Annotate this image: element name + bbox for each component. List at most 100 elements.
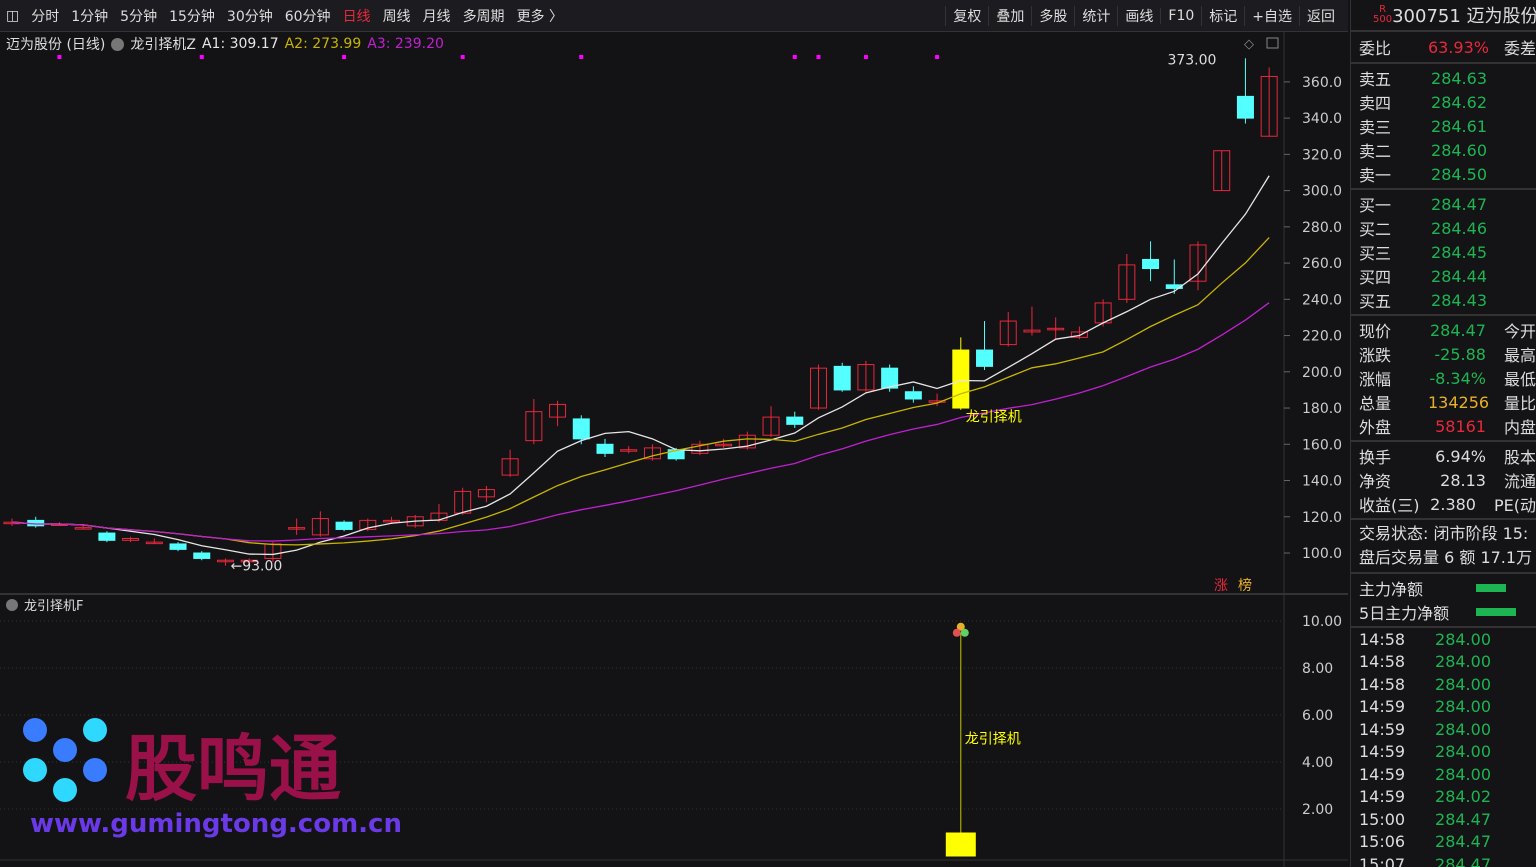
watermark-logo-dot	[23, 758, 47, 782]
candle-body	[833, 365, 851, 391]
quote2-row: 收益(三) 2.380 PE(动	[1359, 494, 1536, 516]
toolbar-button[interactable]: 复权	[945, 6, 988, 26]
sell-row: 卖二 284.60	[1359, 140, 1487, 162]
sell-row: 卖三 284.61	[1359, 116, 1487, 138]
buy-row: 买四 284.44	[1359, 266, 1487, 288]
candle-body	[193, 552, 211, 559]
period-tab[interactable]: 更多 〉	[516, 8, 564, 25]
price-tick-label: 160.0	[1302, 437, 1342, 453]
candle-body	[572, 418, 590, 440]
rank-badge-bang: 榜	[1238, 577, 1252, 594]
watermark-name: 股鸣通	[125, 730, 341, 810]
signal-dot	[960, 628, 969, 637]
a3-value: A3: 239.20	[367, 36, 444, 52]
top-marker	[460, 55, 465, 59]
chart-legend: 迈为股份 (日线) 龙引择机Z A1: 309.17 A2: 273.99 A3…	[6, 34, 444, 54]
indicator-dropdown-icon[interactable]	[111, 37, 125, 51]
toolbar-button[interactable]: 多股	[1031, 6, 1074, 26]
sub-signal-label: 龙引择机	[965, 732, 1021, 748]
indicator-name[interactable]: 龙引择机Z	[130, 37, 196, 53]
candle-body	[643, 447, 661, 460]
quote1-row: 涨跌 -25.88 最高	[1359, 344, 1536, 366]
tick-row: 14:59 284.00	[1359, 697, 1491, 717]
candle-body	[1260, 75, 1278, 137]
quote1-row: 外盘 58161 内盘	[1359, 416, 1536, 438]
toolbar-button[interactable]: 返回	[1299, 6, 1342, 26]
candle-body	[1023, 329, 1041, 333]
top-marker	[579, 55, 584, 59]
price-tick-label: 300.0	[1302, 184, 1342, 200]
top-marker	[935, 55, 940, 59]
tick-row: 14:58 284.00	[1359, 629, 1491, 649]
chart-title: 迈为股份 (日线)	[6, 37, 106, 53]
period-tab[interactable]: 30分钟	[226, 8, 273, 25]
period-tab[interactable]: 月线	[422, 8, 451, 25]
candle-body	[216, 559, 234, 563]
candle-body	[145, 541, 163, 545]
watermark-logo-dot	[83, 758, 107, 782]
sub-indicator-dropdown-icon	[6, 599, 18, 611]
candle-body	[98, 532, 116, 541]
signal-label: 龙引择机	[966, 410, 1022, 426]
sub-tick-label: 4.00	[1302, 755, 1333, 771]
buy-row: 买三 284.45	[1359, 242, 1487, 264]
candle-body	[477, 489, 495, 498]
trade-status: 交易状态: 闭市阶段 15:	[1359, 524, 1529, 543]
toolbar-button[interactable]: 统计	[1074, 6, 1117, 26]
candle-body	[74, 527, 92, 530]
period-tab[interactable]: 1分钟	[71, 8, 109, 25]
candle-body	[596, 443, 614, 454]
toolbar-button[interactable]: 画线	[1117, 6, 1160, 26]
candle-body	[1047, 327, 1065, 331]
candle-body	[691, 443, 709, 454]
sub-tick-label: 6.00	[1302, 708, 1333, 724]
toolbar-button[interactable]: F10	[1160, 8, 1201, 24]
flow-row: 主力净额	[1351, 576, 1536, 600]
toolbar-button[interactable]: +自选	[1244, 6, 1299, 26]
flow-bar	[1476, 584, 1506, 592]
sub-indicator-title: 龙引择机F	[24, 599, 83, 614]
candle-body	[169, 543, 187, 550]
layout-icon	[1266, 37, 1279, 49]
sub-tick-label: 2.00	[1302, 802, 1333, 818]
kline-chart[interactable]: 360.0 340.0 320.0 300.0 280.0 260.0 240.0 220.0…	[0, 32, 1348, 867]
period-tab[interactable]: 多周期	[462, 8, 505, 25]
price-tick-label: 100.0	[1302, 546, 1342, 562]
tick-row: 15:00 284.47	[1359, 809, 1491, 829]
toolbar-button[interactable]: 标记	[1201, 6, 1244, 26]
stock-title: 300751 迈为股份	[1392, 6, 1536, 27]
quote2-row: 换手 6.94% 股本	[1359, 446, 1536, 468]
period-tab[interactable]: 60分钟	[284, 8, 331, 25]
buy-row: 买一 284.47	[1359, 194, 1487, 216]
price-tick-label: 360.0	[1302, 75, 1342, 91]
toolbar-button[interactable]: 叠加	[988, 6, 1031, 26]
sell-row: 卖五 284.63	[1359, 68, 1487, 90]
quote1-row: 涨幅 -8.34% 最低	[1359, 368, 1536, 390]
buy-row: 买二 284.46	[1359, 218, 1487, 240]
watermark-logo-dot	[83, 718, 107, 742]
buy-row: 买五 284.43	[1359, 290, 1487, 312]
period-tab[interactable]: 分时	[31, 8, 60, 25]
sell-row: 卖一 284.50	[1359, 164, 1487, 186]
tick-row: 14:58 284.00	[1359, 674, 1491, 694]
candle-body	[359, 519, 377, 530]
candle-body	[549, 403, 567, 418]
price-tick-label: 320.0	[1302, 147, 1342, 163]
candle-body	[976, 349, 994, 367]
candle-body	[122, 538, 140, 541]
sidebar-toggle-icon[interactable]: ◫	[6, 7, 20, 24]
tick-row: 15:07 284.47	[1359, 854, 1491, 867]
period-tab[interactable]: 日线	[342, 8, 371, 25]
price-tick-label: 240.0	[1302, 292, 1342, 308]
candle-body	[383, 519, 401, 523]
candle-body	[1236, 95, 1254, 119]
candle-body	[857, 364, 875, 391]
candle-body	[620, 449, 638, 452]
candle-body	[1070, 331, 1088, 338]
candle-body	[952, 349, 970, 409]
diamond-icon: ◇	[1244, 37, 1254, 52]
period-tab[interactable]: 周线	[382, 8, 411, 25]
candle-body	[904, 391, 922, 400]
period-tab[interactable]: 15分钟	[169, 8, 215, 25]
period-tab[interactable]: 5分钟	[120, 8, 158, 25]
